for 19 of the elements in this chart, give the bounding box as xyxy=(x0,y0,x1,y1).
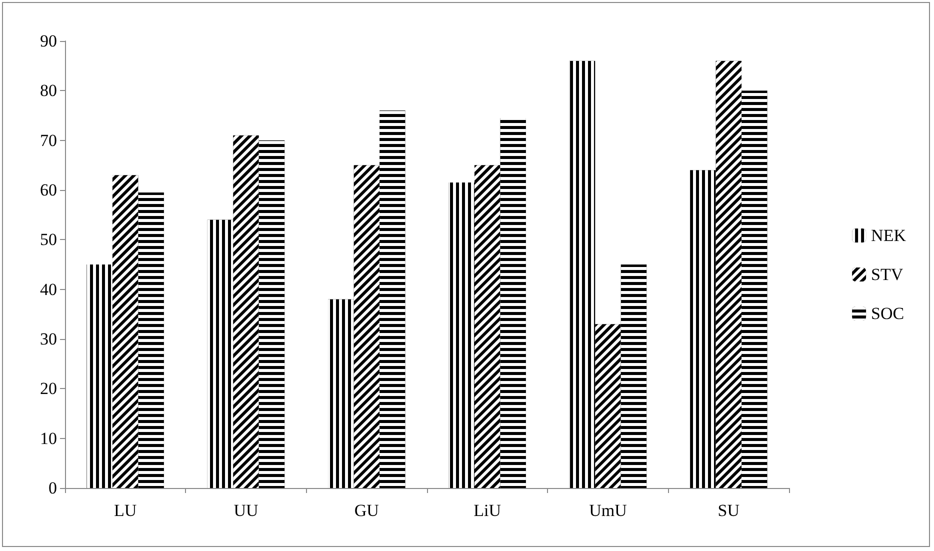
y-tick-label: 0 xyxy=(48,478,57,498)
y-tick-label: 60 xyxy=(40,180,57,200)
y-tick-label: 40 xyxy=(40,280,57,299)
y-tick-label: 20 xyxy=(40,379,57,398)
x-tick-label: LU xyxy=(114,501,137,520)
y-tick-label: 30 xyxy=(40,330,57,348)
x-tick-label: SU xyxy=(718,501,740,520)
y-tick-label: 10 xyxy=(40,428,57,448)
legend-label: STV xyxy=(871,265,904,284)
x-tick-label: UmU xyxy=(589,501,627,520)
legend-label: SOC xyxy=(871,304,904,323)
legend-label: NEK xyxy=(871,226,907,245)
x-tick-label: LiU xyxy=(474,501,502,520)
y-tick-label: 90 xyxy=(40,32,57,50)
x-tick-label: UU xyxy=(234,501,258,520)
y-tick-label: 70 xyxy=(40,130,57,150)
y-tick-label: 80 xyxy=(40,81,57,100)
y-tick-label: 50 xyxy=(40,230,57,250)
x-tick-label: GU xyxy=(354,501,379,520)
